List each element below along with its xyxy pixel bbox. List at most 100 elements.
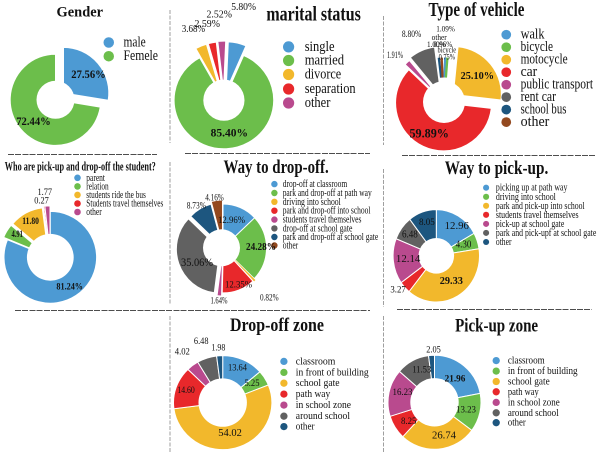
svg-text:1.98: 1.98 [211,344,225,354]
svg-text:in front of building: in front of building [508,365,578,377]
svg-text:0.75%: 0.75% [439,52,455,62]
svg-text:29.33: 29.33 [440,275,464,287]
svg-text:driving into school: driving into school [496,191,556,203]
svg-text:car: car [521,64,538,80]
svg-text:other: other [283,240,299,252]
svg-text:Way to drop-off.: Way to drop-off. [224,158,329,178]
svg-text:8.05: 8.05 [419,218,435,228]
svg-text:0.27: 0.27 [34,196,49,206]
svg-text:1.77: 1.77 [38,187,53,197]
svg-text:2.52%: 2.52% [206,10,232,21]
svg-text:12.35%: 12.35% [225,280,252,290]
svg-text:Who are pick-up and drop-off t: Who are pick-up and drop-off the student… [5,159,156,173]
svg-text:8.25: 8.25 [401,417,417,427]
svg-text:in school zone: in school zone [508,396,560,408]
svg-text:male: male [124,35,146,51]
svg-text:Pick-up zone: Pick-up zone [455,317,538,337]
svg-text:students travel themselves: students travel themselves [283,214,362,226]
svg-text:other: other [432,32,447,42]
svg-text:5.25: 5.25 [245,379,260,389]
svg-text:5.80%: 5.80% [231,2,256,13]
svg-text:1.64%: 1.64% [211,295,228,305]
svg-text:4.02: 4.02 [175,347,190,357]
svg-text:2.59%: 2.59% [194,19,220,30]
svg-text:59.89%: 59.89% [409,127,449,141]
svg-text:park and drop-off at school ga: park and drop-off at school gate [283,231,379,243]
svg-text:0.96%: 0.96% [434,39,453,49]
svg-text:27.56%: 27.56% [71,69,105,81]
svg-text:other: other [86,206,102,218]
svg-text:drop-off at classroom: drop-off at classroom [283,178,348,190]
svg-text:other: other [521,114,550,130]
svg-text:path way: path way [508,386,539,398]
svg-text:students travel themselves: students travel themselves [496,209,579,221]
svg-text:separation: separation [305,81,356,97]
svg-text:4.16%: 4.16% [205,192,224,202]
svg-text:motocycle: motocycle [521,52,568,68]
svg-text:in front of building: in front of building [296,366,369,378]
svg-text:other: other [296,421,315,433]
svg-text:6.48: 6.48 [402,230,418,241]
svg-text:rent car: rent car [521,89,556,105]
svg-text:other: other [305,95,331,111]
svg-text:pick-up at school gate: pick-up at school gate [496,218,564,230]
svg-text:park and drop-off into school: park and drop-off into school [283,205,371,217]
svg-text:walk: walk [521,27,545,43]
svg-text:6.48: 6.48 [194,337,209,347]
svg-text:13.23: 13.23 [456,406,476,416]
svg-text:school gate: school gate [508,376,550,388]
svg-text:8.73%: 8.73% [187,200,207,210]
svg-text:parent: parent [86,172,105,184]
svg-text:around school: around school [296,410,350,422]
svg-text:1.91%: 1.91% [387,50,403,60]
svg-text:bicycle: bicycle [521,39,554,55]
svg-text:26.74: 26.74 [432,430,457,441]
svg-text:single: single [305,39,335,55]
svg-text:1.09%: 1.09% [436,24,455,34]
svg-text:14.60: 14.60 [177,386,195,396]
svg-text:other: other [508,417,526,429]
svg-text:other: other [496,236,512,248]
svg-text:Students travel themselves: Students travel themselves [86,198,163,210]
svg-text:3.68%: 3.68% [182,24,205,35]
svg-text:16.23: 16.23 [393,388,413,398]
svg-text:park and pick-up into school: park and pick-up into school [496,200,585,212]
svg-text:85.40%: 85.40% [211,127,248,139]
svg-text:24.28%: 24.28% [246,242,276,253]
svg-text:11.80: 11.80 [22,216,39,226]
svg-text:school bus: school bus [521,102,567,118]
svg-text:bicycle: bicycle [438,45,457,55]
svg-text:park and pick-upf at school ga: park and pick-upf at school gate [496,227,596,239]
svg-text:marital status: marital status [266,2,361,26]
svg-text:2.05: 2.05 [426,345,441,355]
svg-text:4.91: 4.91 [11,229,23,239]
svg-text:park and drop-off at path way: park and drop-off at path way [283,187,372,199]
svg-text:Drop-off zone: Drop-off zone [230,316,324,336]
svg-text:81.24%: 81.24% [56,281,83,292]
svg-text:Way to pick-up.: Way to pick-up. [445,159,549,179]
svg-text:8.80%: 8.80% [402,29,422,39]
svg-text:1.00%: 1.00% [427,39,446,49]
svg-text:married: married [305,53,345,69]
svg-text:public transport: public transport [521,77,594,93]
svg-text:4.30: 4.30 [456,240,472,251]
svg-text:13.64: 13.64 [228,364,247,374]
svg-text:school gate: school gate [296,377,340,389]
svg-text:Type of vehicle: Type of vehicle [429,0,525,21]
svg-text:drop-off at school gate: drop-off at school gate [283,222,353,234]
svg-text:Gender: Gender [57,4,104,20]
svg-text:relation: relation [86,180,109,192]
svg-text:35.06%: 35.06% [181,257,213,269]
svg-text:driving into school: driving into school [283,196,341,208]
svg-text:72.44%: 72.44% [16,116,51,128]
svg-text:12.96%: 12.96% [218,215,245,225]
svg-text:3.27: 3.27 [390,285,406,295]
svg-text:0.82%: 0.82% [260,292,279,302]
svg-text:in school zone: in school zone [296,399,351,411]
svg-text:54.02: 54.02 [218,428,242,439]
svg-text:classroom: classroom [296,355,336,367]
svg-text:Femele: Femele [124,48,159,64]
svg-text:students ride the bus: students ride the bus [86,189,146,201]
svg-text:12.14: 12.14 [396,253,421,265]
svg-text:21.96: 21.96 [445,374,466,385]
